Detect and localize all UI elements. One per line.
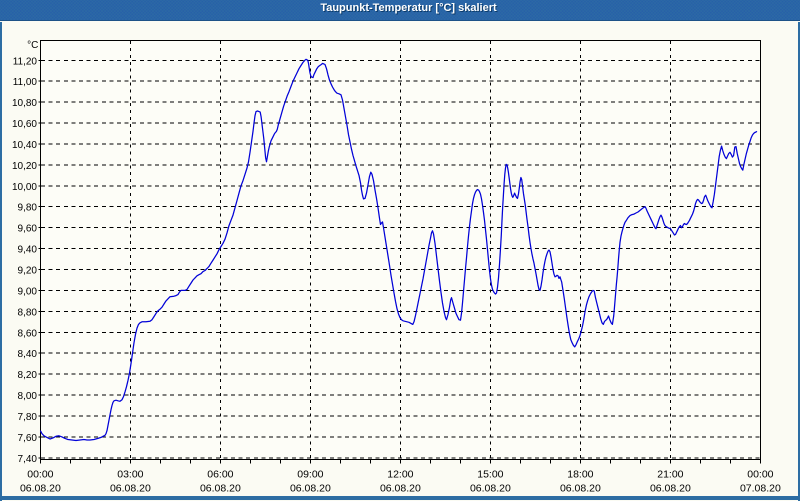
svg-text:09:00: 09:00	[297, 468, 323, 480]
svg-text:15:00: 15:00	[477, 468, 503, 480]
svg-text:06.08.20: 06.08.20	[560, 482, 601, 494]
svg-text:06.08.20: 06.08.20	[200, 482, 241, 494]
svg-text:00:00: 00:00	[747, 468, 773, 480]
svg-text:21:00: 21:00	[657, 468, 683, 480]
svg-text:03:00: 03:00	[117, 468, 143, 480]
svg-text:11,00: 11,00	[13, 77, 38, 88]
svg-text:00:00: 00:00	[27, 468, 53, 480]
svg-text:10,40: 10,40	[12, 140, 37, 151]
svg-text:10,20: 10,20	[12, 161, 37, 172]
svg-text:9,40: 9,40	[18, 245, 38, 256]
svg-text:9,80: 9,80	[18, 203, 38, 214]
svg-text:06.08.20: 06.08.20	[650, 482, 691, 494]
svg-text:7,60: 7,60	[18, 433, 38, 444]
svg-text:06.08.20: 06.08.20	[20, 482, 61, 494]
svg-text:06.08.20: 06.08.20	[290, 482, 331, 494]
svg-text:07.08.20: 07.08.20	[740, 482, 781, 494]
svg-text:8,40: 8,40	[18, 349, 38, 360]
svg-text:8,60: 8,60	[18, 328, 38, 339]
svg-text:06.08.20: 06.08.20	[110, 482, 151, 494]
svg-text:7,40: 7,40	[18, 454, 38, 465]
svg-text:06:00: 06:00	[207, 468, 233, 480]
svg-text:8,00: 8,00	[18, 391, 38, 402]
svg-text:8,20: 8,20	[18, 370, 38, 381]
svg-text:06.08.20: 06.08.20	[470, 482, 511, 494]
svg-text:7,80: 7,80	[18, 412, 38, 423]
svg-text:9,60: 9,60	[18, 224, 38, 235]
svg-text:9,00: 9,00	[18, 286, 38, 297]
svg-text:°C: °C	[27, 40, 38, 51]
svg-text:18:00: 18:00	[567, 468, 593, 480]
svg-text:06.08.20: 06.08.20	[380, 482, 421, 494]
svg-text:12:00: 12:00	[387, 468, 413, 480]
svg-text:10,00: 10,00	[12, 182, 37, 193]
svg-text:8,80: 8,80	[18, 307, 38, 318]
svg-text:10,60: 10,60	[12, 119, 37, 130]
svg-text:9,20: 9,20	[18, 266, 38, 277]
svg-text:11,20: 11,20	[13, 56, 38, 67]
svg-text:10,80: 10,80	[12, 98, 37, 109]
